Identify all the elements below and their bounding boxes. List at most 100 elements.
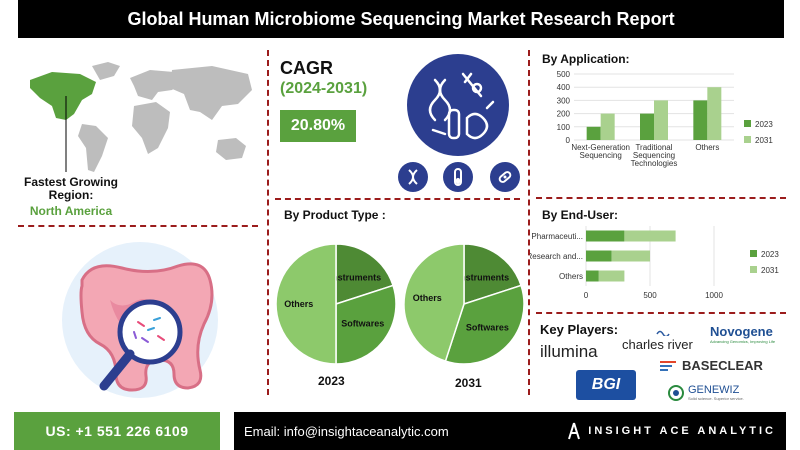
divider-mid-h: [275, 198, 520, 200]
end-user-bar-chart: 0 500 1000 Pharmaceuti... Research and... Oth…: [530, 226, 779, 300]
pie-slice-label: Instruments: [458, 272, 510, 282]
bacteria-icon: [490, 162, 520, 192]
novogene-tagline: Advancing Genomics, Improving Life: [710, 339, 776, 344]
application-title: By Application:: [542, 52, 630, 66]
eu-bar: [624, 230, 676, 242]
pie-year-2031: 2031: [455, 376, 482, 390]
pie-slice-label: Softwares: [341, 318, 384, 328]
region-value: North America: [29, 204, 113, 218]
app-ytick-label: 200: [557, 110, 571, 119]
eu-legend-label: 2031: [761, 266, 779, 275]
pie-slice-label: Softwares: [466, 322, 509, 332]
player-novogene: Novogene Advancing Genomics, Improving L…: [710, 324, 786, 344]
map-north-america: [30, 72, 96, 120]
app-bar: [693, 100, 708, 140]
report-title: Global Human Microbiome Sequencing Marke…: [18, 0, 784, 38]
app-legend-label: 2031: [755, 136, 773, 145]
divider-left: [267, 50, 269, 395]
player-illumina: illumina: [540, 342, 598, 361]
key-players-title: Key Players:: [540, 322, 619, 337]
app-category-label: Traditional: [635, 143, 672, 152]
charles-river-wave-icon: [656, 330, 670, 336]
pie-slice-label: Instruments: [330, 272, 382, 282]
player-bgi: BGI: [576, 370, 636, 400]
novogene-name: Novogene: [710, 324, 773, 339]
dna-icon: [398, 162, 428, 192]
eu-bar: [586, 230, 625, 242]
map-australia: [216, 138, 246, 160]
pie-slice-instruments: [335, 243, 395, 306]
microbiome-illustration: [407, 54, 509, 156]
eu-bar: [611, 250, 650, 262]
player-genewiz: GENEWIZ Solid science. Superior service.: [668, 384, 744, 401]
baseclear-name: BASECLEAR: [682, 358, 763, 373]
app-legend-label: 2023: [755, 120, 773, 129]
pie-slice-label: Others: [284, 299, 313, 309]
pie-slice-softwares: [335, 284, 397, 365]
eu-legend-swatch: [750, 266, 757, 273]
app-legend-swatch: [744, 120, 751, 127]
pie-year-2023: 2023: [318, 374, 345, 388]
pie-slice-instruments: [463, 243, 523, 306]
brand-logo-icon: [568, 422, 581, 440]
divider-right-h1: [536, 197, 786, 199]
eu-bar: [586, 270, 599, 282]
app-legend-swatch: [744, 136, 751, 143]
eu-xtick-label: 1000: [705, 291, 723, 300]
footer-phone: US: +1 551 226 6109: [14, 412, 220, 450]
eu-category-label: Others: [559, 272, 583, 281]
application-bar-chart: 0 100 200 300 400 500 Next-GenerationSequencin…: [557, 70, 774, 168]
app-bar: [707, 87, 722, 140]
pie-slice-label: Others: [413, 293, 442, 303]
app-category-label: Sequencing: [633, 151, 675, 160]
map-greenland: [92, 62, 120, 80]
test-tube-icon: [443, 162, 473, 192]
map-europe: [130, 70, 182, 100]
product-pie-2031: Instruments Softwares Others: [403, 243, 525, 365]
pie-slice-others: [275, 243, 337, 365]
app-category-label: Technologies: [631, 159, 678, 168]
app-bar: [600, 113, 615, 140]
app-bar: [654, 100, 668, 140]
eu-legend-swatch: [750, 250, 757, 257]
divider-right: [528, 50, 530, 395]
product-pie-2023: Instruments Softwares Others: [275, 243, 397, 365]
eu-legend-label: 2023: [761, 250, 779, 259]
genewiz-name: GENEWIZ: [688, 384, 740, 396]
app-category-label: Others: [695, 143, 719, 152]
bgi-name: BGI: [591, 376, 621, 393]
footer-brand: INSIGHT ACE ANALYTIC: [568, 422, 776, 440]
app-ytick-label: 300: [557, 96, 571, 105]
footer-email: Email: info@insightaceanalytic.com: [244, 423, 449, 439]
genewiz-logo-icon: [668, 384, 684, 401]
end-user-title: By End-User:: [542, 208, 619, 222]
cagr-title: CAGR: [280, 58, 333, 78]
eu-bar: [586, 250, 612, 262]
app-ytick-label: 500: [557, 70, 571, 79]
divider-left-h: [18, 225, 258, 227]
app-bar: [640, 113, 654, 140]
divider-right-h2: [536, 312, 786, 314]
app-bar: [586, 126, 601, 140]
app-ytick-label: 0: [566, 136, 571, 145]
player-charles-river: charles river: [622, 328, 693, 354]
intestine-illustration: [62, 242, 218, 398]
app-category-label: Sequencing: [580, 151, 622, 160]
cagr-value: 20.80%: [280, 110, 356, 142]
region-label: Fastest Growing Region:: [23, 175, 118, 202]
cagr-years: (2024-2031): [280, 80, 368, 97]
world-map: [30, 62, 252, 172]
map-africa: [132, 102, 170, 154]
pie-slice-others: [403, 243, 465, 363]
genewiz-tagline: Solid science. Superior service.: [688, 396, 744, 401]
map-asia: [170, 66, 252, 120]
eu-xtick-label: 500: [643, 291, 657, 300]
eu-bar: [598, 270, 625, 282]
app-ytick-label: 400: [557, 83, 571, 92]
eu-category-label: Pharmaceuti...: [531, 232, 583, 241]
eu-xtick-label: 0: [584, 291, 589, 300]
brand-name: INSIGHT ACE ANALYTIC: [588, 425, 776, 437]
pie-slice-softwares: [444, 284, 525, 365]
product-type-title: By Product Type :: [284, 208, 386, 222]
eu-category-label: Research and...: [530, 252, 583, 261]
